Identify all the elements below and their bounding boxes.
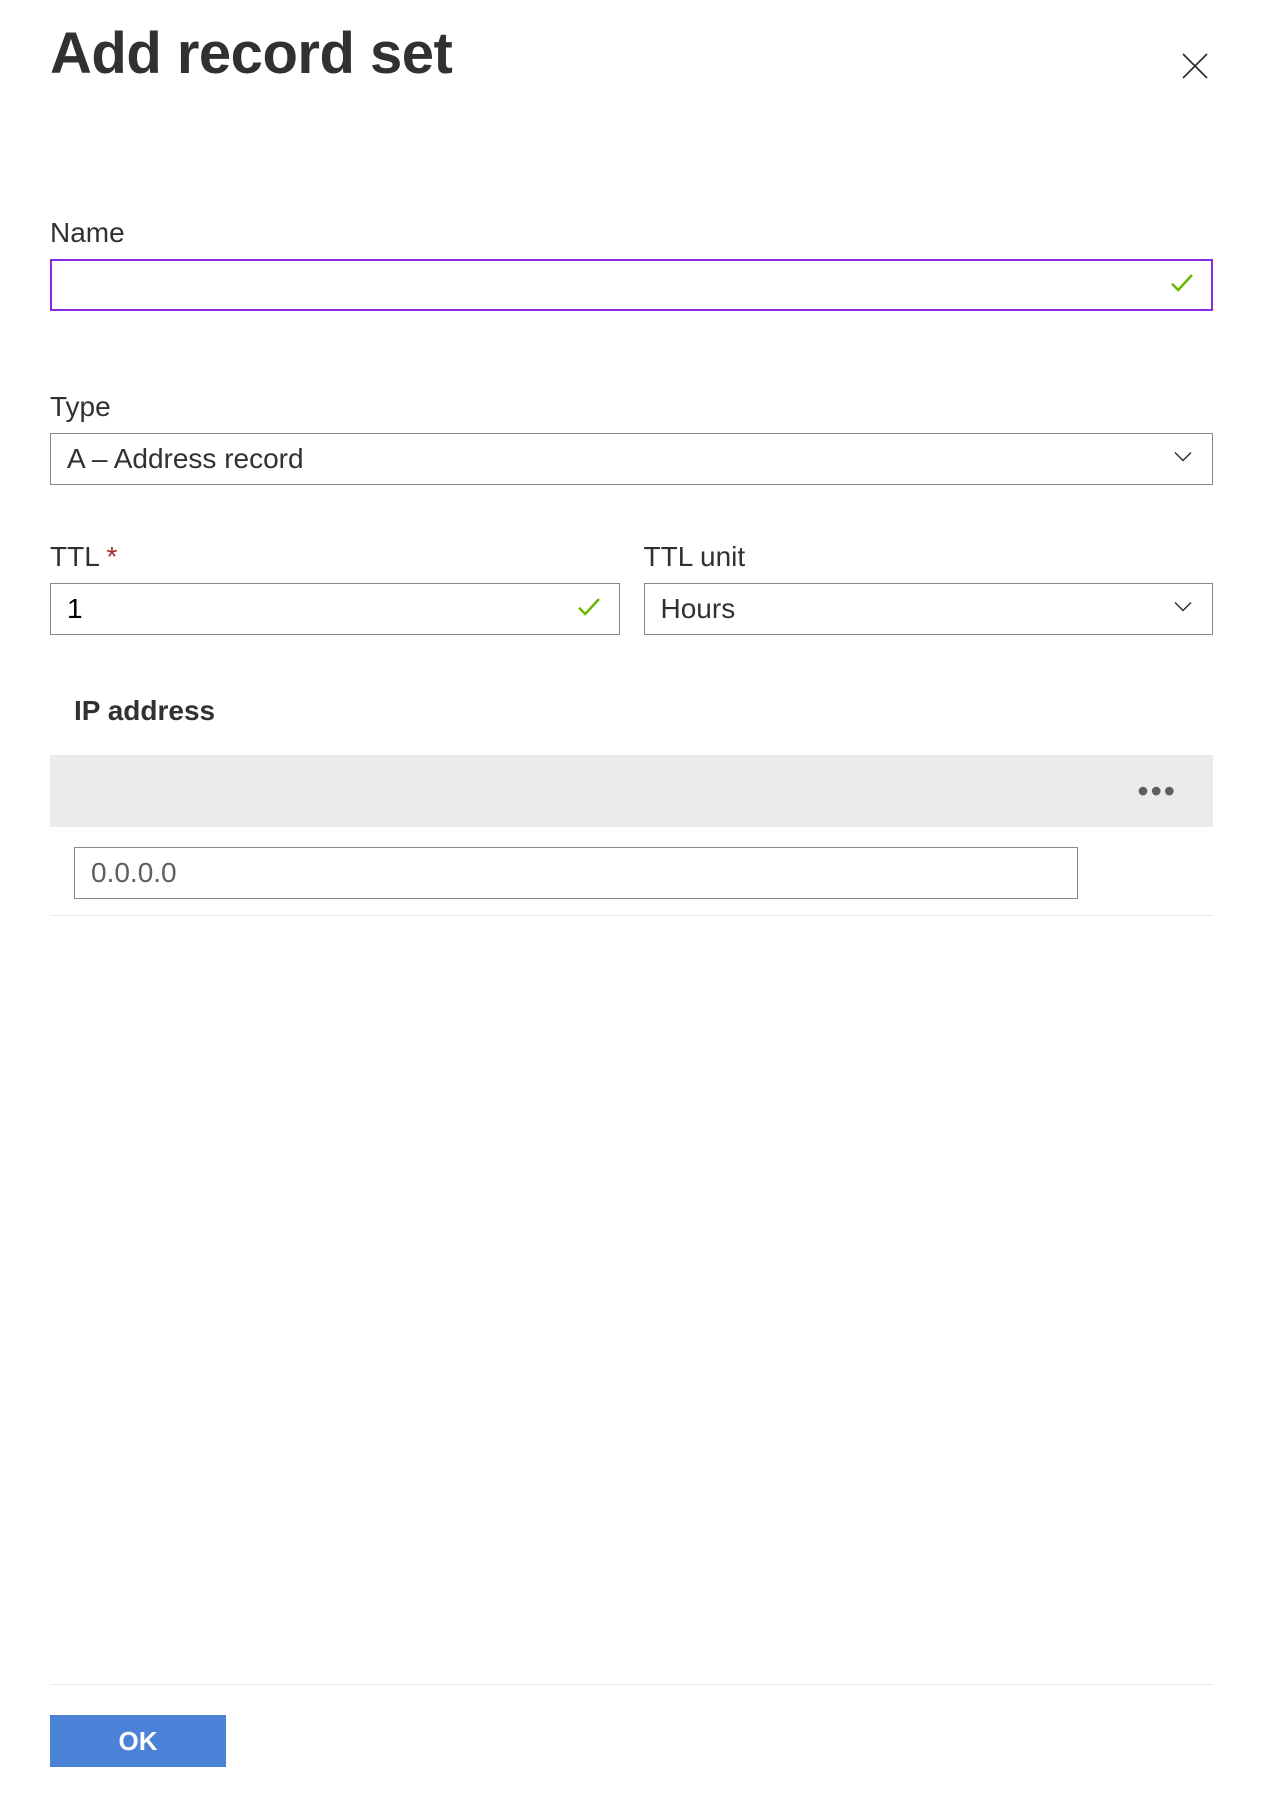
name-label: Name xyxy=(50,217,1213,249)
ip-address-section: IP address ••• xyxy=(50,695,1213,916)
add-record-set-panel: Add record set Name Type A – Address rec… xyxy=(0,0,1263,1797)
ttl-unit-select-wrapper: Hours xyxy=(644,583,1214,635)
type-select-wrapper: A – Address record xyxy=(50,433,1213,485)
ttl-row: TTL * TTL unit Hours xyxy=(50,541,1213,635)
ttl-unit-field-group: TTL unit Hours xyxy=(644,541,1214,635)
panel-header: Add record set xyxy=(50,20,1213,97)
ip-address-label: IP address xyxy=(74,695,1213,727)
close-button[interactable] xyxy=(1167,38,1223,97)
name-input-wrapper xyxy=(50,259,1213,311)
close-icon xyxy=(1177,72,1213,87)
panel-title: Add record set xyxy=(50,20,452,87)
more-options-button[interactable]: ••• xyxy=(1129,765,1185,818)
panel-footer: OK xyxy=(50,1684,1213,1797)
required-indicator: * xyxy=(107,541,118,572)
ttl-label: TTL * xyxy=(50,541,620,573)
ttl-unit-select[interactable]: Hours xyxy=(644,583,1214,635)
ttl-unit-label: TTL unit xyxy=(644,541,1214,573)
type-label: Type xyxy=(50,391,1213,423)
type-select[interactable]: A – Address record xyxy=(50,433,1213,485)
ip-input-row xyxy=(50,847,1213,916)
more-icon: ••• xyxy=(1137,773,1177,809)
name-input[interactable] xyxy=(50,259,1213,311)
ttl-input-wrapper xyxy=(50,583,620,635)
ip-address-header-bar: ••• xyxy=(50,755,1213,827)
type-field-group: Type A – Address record xyxy=(50,391,1213,485)
name-field-group: Name xyxy=(50,217,1213,311)
ip-address-input[interactable] xyxy=(74,847,1078,899)
ok-button[interactable]: OK xyxy=(50,1715,226,1767)
ttl-input[interactable] xyxy=(50,583,620,635)
ttl-field-group: TTL * xyxy=(50,541,620,635)
